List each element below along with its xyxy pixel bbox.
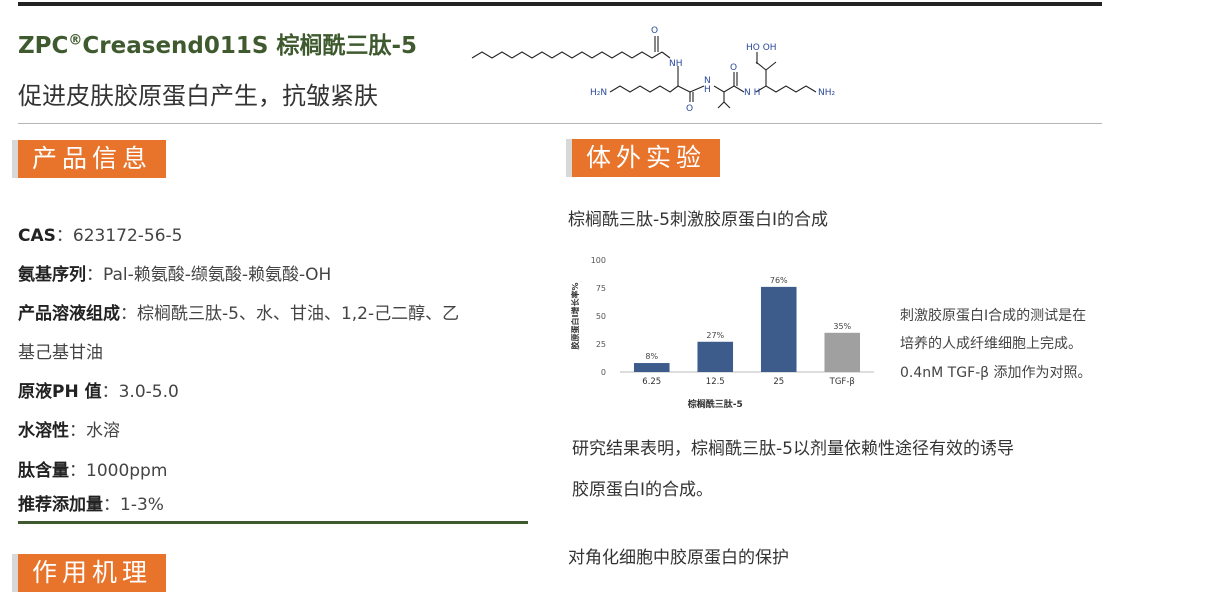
molecule-o3-label: O	[730, 63, 737, 73]
info-sep: ：	[103, 495, 120, 515]
info-row-solubility: 水溶性：水溶	[18, 416, 120, 441]
info-value: 623172-56-5	[72, 226, 183, 246]
molecule-o2-label: O	[686, 104, 693, 112]
chart-data-label: 8%	[645, 352, 658, 361]
info-key: CAS	[18, 226, 56, 246]
title-brand: ZPC	[18, 33, 69, 59]
header-divider	[18, 123, 1102, 124]
info-row-ph: 原液PH 值：3.0-5.0	[18, 377, 179, 402]
chart-bar	[697, 341, 734, 372]
chart-x-axis-label: 棕榈酰三肽-5	[687, 398, 743, 410]
result-line-1: 研究结果表明，棕榈酰三肽-5以剂量依赖性途径有效的诱导	[572, 439, 1014, 459]
info-value: Pal-赖氨酸-缬氨酸-赖氨酸-OH	[103, 265, 332, 285]
registered-mark: ®	[68, 32, 83, 49]
chart-y-tick-label: 50	[596, 312, 606, 321]
info-sep: ：	[120, 304, 137, 324]
chart-y-tick-label: 75	[596, 284, 606, 293]
info-key: 原液PH 值	[18, 382, 102, 402]
section-badge-stripe	[566, 139, 572, 177]
chart-bar	[824, 332, 861, 372]
molecule-nh2-label: NH₂	[818, 88, 836, 98]
molecule-n-mid-label: N	[704, 76, 711, 86]
info-row-dosage: 推荐添加量：1-3%	[18, 490, 164, 515]
section-badge-stripe	[12, 140, 18, 178]
info-value: 3.0-5.0	[118, 382, 179, 402]
info-sep: ：	[86, 265, 103, 285]
molecule-nh-mid-label: N H	[744, 88, 760, 98]
molecule-structure-image: O NH H₂N O N H O N H HO OH NH₂	[471, 26, 836, 112]
info-sep: ：	[69, 421, 86, 441]
chart-heading: 棕榈酰三肽-5刺激胶原蛋白I的合成	[568, 210, 828, 230]
chart-bar	[633, 363, 670, 372]
info-row-cas: CAS：623172-56-5	[18, 221, 183, 246]
molecule-nh-top-label: NH	[669, 59, 683, 69]
section-badge-stripe	[12, 554, 18, 592]
info-value: 基己基甘油	[18, 343, 103, 363]
chart-data-label: 76%	[770, 276, 788, 285]
product-title: ZPC®Creasend011S 棕榈酰三肽-5	[18, 26, 417, 60]
chart-x-tick-label: TGF-β	[829, 377, 855, 387]
molecule-cooh-label: HO OH	[746, 43, 777, 53]
info-row-composition-cont: 基己基甘油	[18, 338, 103, 363]
info-value: 水溶	[86, 421, 120, 441]
chart-x-tick-label: 6.25	[642, 377, 661, 387]
molecule-h2n-label: H₂N	[590, 88, 607, 98]
info-row-sequence: 氨基序列：Pal-赖氨酸-缬氨酸-赖氨酸-OH	[18, 260, 331, 285]
info-row-composition: 产品溶液组成：棕榈酰三肽-5、水、甘油、1,2-己二醇、乙	[18, 299, 459, 324]
result-line-2: 胶原蛋白I的合成。	[572, 480, 714, 500]
chart-y-axis-label: 胶原蛋白I增长率%	[570, 283, 580, 350]
section-badge-product-info: 产品信息	[18, 140, 167, 178]
info-row-peptide-content: 肽含量：1000ppm	[18, 456, 167, 481]
info-value: 1000ppm	[86, 461, 168, 481]
info-key: 氨基序列	[18, 265, 86, 285]
info-key: 产品溶液组成	[18, 304, 120, 324]
chart-note-line-3: 0.4nM TGF-β 添加作为对照。	[900, 365, 1092, 381]
chart-y-tick-label: 0	[601, 368, 606, 377]
chart-y-tick-label: 100	[591, 256, 606, 265]
title-product-name: Creasend011S 棕榈酰三肽-5	[82, 33, 418, 59]
info-key: 水溶性	[18, 421, 69, 441]
info-value: 棕榈酰三肽-5、水、甘油、1,2-己二醇、乙	[137, 304, 460, 324]
info-sep: ：	[69, 461, 86, 481]
collagen-bar-chart: 胶原蛋白I增长率% 0 25 50 75 100 8% 6.25 27% 12.5 76% 25 35%…	[570, 256, 874, 410]
chart-data-label: 35%	[833, 322, 851, 331]
molecule-o1-label: O	[651, 26, 658, 36]
info-sep: ：	[101, 382, 119, 402]
info-key: 推荐添加量	[18, 495, 103, 515]
section-badge-in-vitro: 体外实验	[572, 139, 721, 177]
chart-bar	[760, 286, 797, 372]
next-section-heading: 对角化细胞中胶原蛋白的保护	[568, 548, 789, 568]
info-sep: ：	[55, 226, 73, 246]
left-section-divider	[18, 521, 528, 524]
chart-y-tick-label: 25	[596, 340, 606, 349]
chart-note-line-2: 培养的人成纤维细胞上完成。	[900, 336, 1082, 352]
chart-x-tick-label: 25	[773, 377, 784, 387]
chart-note-line-1: 刺激胶原蛋白I合成的测试是在	[900, 308, 1087, 324]
section-badge-mechanism: 作用机理	[18, 554, 167, 592]
chart-x-tick-label: 12.5	[706, 377, 725, 387]
info-key: 肽含量	[18, 461, 69, 481]
product-subtitle: 促进皮肤胶原蛋白产生，抗皱紧肤	[18, 82, 378, 110]
molecule-h-mid-label: H	[704, 85, 711, 95]
chart-data-label: 27%	[706, 331, 724, 340]
info-value: 1-3%	[120, 495, 164, 515]
top-rule	[18, 2, 1102, 6]
